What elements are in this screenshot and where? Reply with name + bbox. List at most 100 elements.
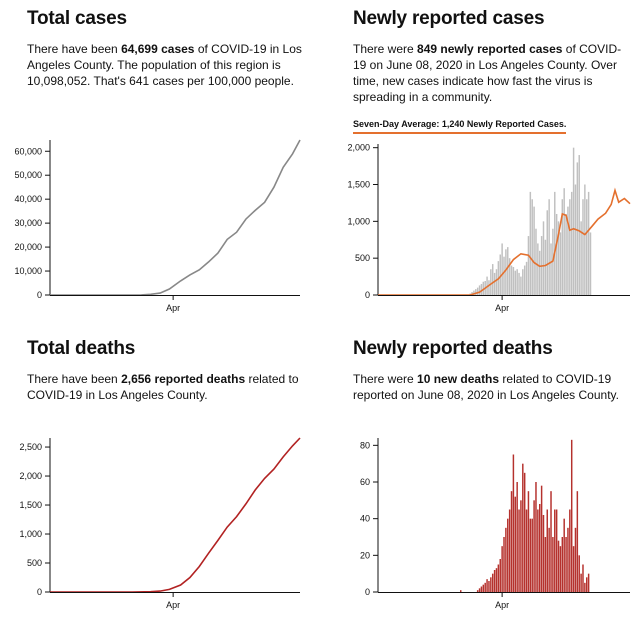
y-tick-label: 2,500 (19, 442, 42, 452)
bar (512, 454, 515, 592)
y-tick-label: 500 (27, 558, 42, 568)
bar (554, 191, 556, 295)
bar (518, 272, 520, 295)
bar (482, 584, 485, 592)
bar (478, 588, 481, 592)
panel-title: Total deaths (27, 338, 136, 359)
bar (523, 472, 526, 592)
x-tick: Apr (166, 295, 180, 313)
bar (488, 280, 490, 295)
bar (570, 439, 573, 592)
bar (497, 564, 500, 592)
bar (478, 285, 481, 295)
bar (505, 249, 507, 295)
bar (563, 518, 565, 592)
bar (580, 221, 582, 295)
y-tick-label: 10,000 (14, 266, 42, 276)
bar (460, 590, 462, 592)
bar (574, 184, 577, 295)
panel-description: There were 10 new deaths related to COVI… (353, 372, 619, 402)
y-tick: 2,000 (19, 471, 50, 481)
y-tick-label: 60 (360, 477, 370, 487)
bar (514, 496, 517, 592)
bar (484, 582, 486, 592)
y-tick: 1,000 (347, 216, 378, 226)
bar (570, 191, 573, 295)
bar (510, 491, 513, 592)
bar (499, 559, 501, 592)
bar (569, 509, 571, 592)
bar (503, 537, 505, 592)
y-tick: 0 (37, 290, 50, 300)
y-tick: 40 (360, 514, 378, 524)
seven-day-average-label: Seven-Day Average: 1,240 Newly Reported … (353, 119, 567, 134)
y-tick-label: 60,000 (14, 146, 42, 156)
bar (586, 199, 588, 295)
bar (507, 518, 509, 592)
y-tick-label: 0 (37, 587, 42, 597)
bar (510, 265, 513, 295)
bar (576, 491, 579, 592)
y-tick: 0 (365, 587, 378, 597)
bar (548, 527, 550, 592)
bar (554, 509, 556, 592)
bar (537, 243, 539, 295)
bar (546, 210, 548, 295)
y-tick-label: 1,000 (19, 529, 42, 539)
bar (480, 586, 483, 592)
total-cases-line (50, 139, 301, 296)
bar (555, 213, 558, 295)
bar (529, 191, 532, 295)
y-tick-label: 500 (355, 253, 370, 263)
bar (537, 509, 539, 592)
y-tick: 2,000 (347, 143, 378, 153)
bar (559, 232, 562, 295)
bar (540, 485, 543, 592)
total-deaths-line (50, 437, 301, 593)
bar (527, 236, 530, 295)
bar (529, 518, 532, 592)
bar (546, 509, 548, 592)
new-deaths-plot: 0 20 40 60 80 Apr (360, 438, 630, 610)
x-tick: Apr (166, 592, 180, 610)
y-tick-label: 0 (37, 290, 42, 300)
bar (580, 573, 582, 592)
bar (531, 199, 533, 295)
bar (493, 570, 496, 592)
bar (520, 276, 522, 295)
bar (539, 250, 541, 295)
bar (544, 239, 547, 295)
panel-title: Newly reported deaths (353, 338, 553, 359)
bar (565, 537, 567, 592)
bar (569, 199, 571, 295)
bar (567, 206, 569, 295)
bar (548, 199, 550, 295)
bar (586, 577, 588, 592)
new-cases-plot: 0 500 1,000 1,500 2,000 Apr (347, 143, 631, 313)
y-tick-label: 2,000 (19, 471, 42, 481)
y-tick: 500 (27, 558, 50, 568)
seven-day-average-line (469, 187, 631, 296)
y-tick-label: 2,000 (347, 143, 370, 153)
bar (584, 184, 586, 295)
y-tick: 20 (360, 550, 378, 560)
y-tick: 10,000 (14, 266, 50, 276)
bar (522, 463, 524, 592)
bar (533, 500, 535, 592)
x-tick-label: Apr (166, 600, 180, 610)
bar (516, 482, 518, 592)
bar (512, 267, 515, 295)
bar (525, 509, 528, 592)
bar (525, 261, 528, 295)
y-tick: 40,000 (14, 194, 50, 204)
bar (563, 188, 565, 295)
y-tick: 1,000 (19, 529, 50, 539)
bar (503, 256, 505, 295)
bar (574, 527, 577, 592)
bar (518, 509, 520, 592)
panel-title: Total cases (27, 8, 127, 29)
panel-description: There were 849 newly reported cases of C… (353, 42, 622, 104)
bar (578, 155, 580, 295)
bar (550, 243, 552, 295)
bar (533, 206, 535, 295)
